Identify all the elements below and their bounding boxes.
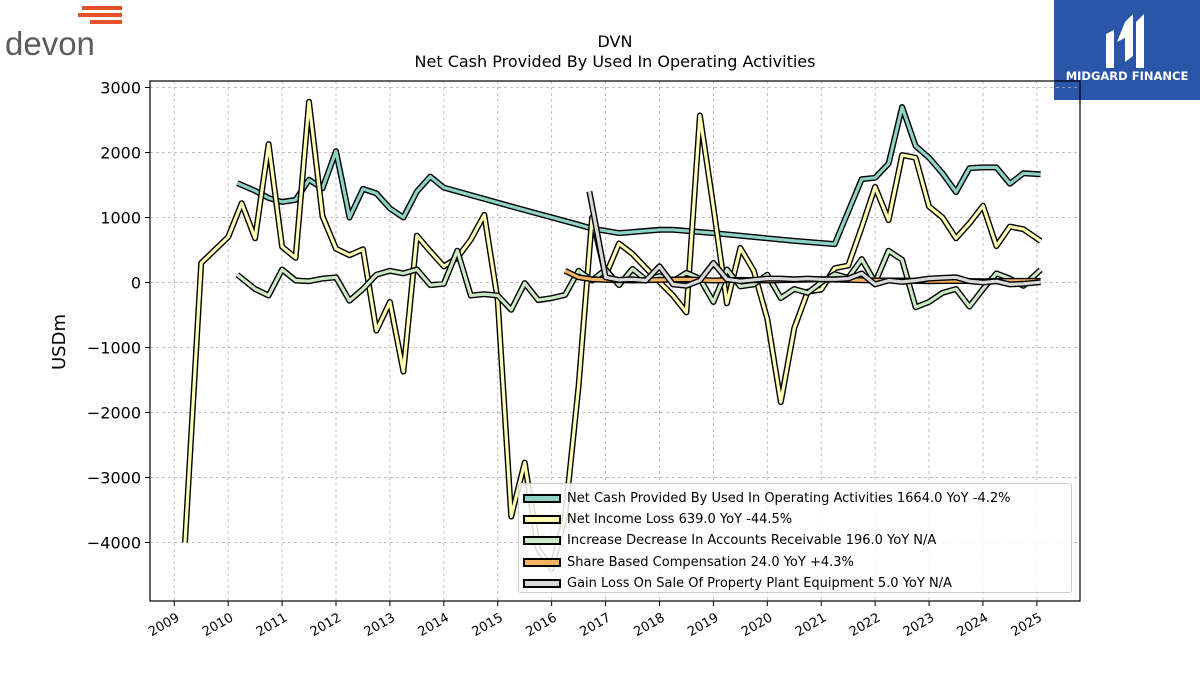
- x-tick-label: 2012: [308, 610, 344, 640]
- series-line: [236, 249, 1042, 312]
- y-tick-label: −4000: [87, 534, 141, 553]
- legend-swatch: [523, 557, 561, 567]
- series-line: [587, 191, 1041, 288]
- x-tick-label: 2020: [739, 610, 775, 640]
- series-gain-loss-on-sale-of-property-plant-equipment: [586, 190, 1041, 289]
- y-tick-label: −1000: [87, 339, 141, 358]
- legend-label: Increase Decrease In Accounts Receivable…: [567, 533, 937, 549]
- plot-frame: [149, 80, 1081, 602]
- legend-swatch: [523, 494, 561, 504]
- devon-logo: devon: [5, 6, 122, 62]
- legend: Net Cash Provided By Used In Operating A…: [518, 483, 1072, 593]
- legend-swatch: [523, 536, 561, 546]
- midgard-logo-text: MIDGARD FINANCE: [1066, 69, 1189, 83]
- series-net-cash-provided-by-used-in-operating-activities: [236, 104, 1041, 248]
- x-tick-label: 2015: [470, 610, 506, 640]
- legend-label: Net Cash Provided By Used In Operating A…: [567, 491, 1011, 507]
- legend-item: Share Based Compensation 24.0 YoY +4.3%: [523, 552, 1071, 573]
- x-tick-label: 2021: [793, 610, 829, 640]
- legend-item: Increase Decrease In Accounts Receivable…: [523, 530, 1071, 551]
- x-tick-label: 2014: [416, 610, 452, 640]
- y-tick-label: 3000: [100, 79, 141, 98]
- series-net-income-loss: [182, 98, 1043, 572]
- y-tick-label: −2000: [87, 404, 141, 423]
- x-tick-label: 2009: [146, 610, 182, 640]
- x-axis: 2009 2010 2011 2012 2013 2014 2015 2016 2017 2018…: [146, 601, 1045, 640]
- chart-title: DVN: [597, 32, 633, 51]
- series-lines: [182, 98, 1043, 572]
- midgard-finance-logo: MIDGARD FINANCE: [1054, 0, 1200, 100]
- series-line: [236, 105, 1041, 246]
- legend-label: Share Based Compensation 24.0 YoY +4.3%: [567, 554, 854, 570]
- legend-label: Gain Loss On Sale Of Property Plant Equi…: [567, 575, 952, 591]
- x-tick-label: 2024: [955, 610, 991, 640]
- y-tick-label: 1000: [100, 209, 141, 228]
- devon-logo-stripe: [82, 6, 122, 10]
- y-tick-label: −3000: [87, 469, 141, 488]
- legend-item: Net Income Loss 639.0 YoY -44.5%: [523, 509, 1071, 530]
- x-tick-label: 2013: [362, 610, 398, 640]
- x-tick-label: 2016: [523, 610, 559, 640]
- x-tick-label: 2025: [1009, 610, 1045, 640]
- legend-label: Net Income Loss 639.0 YoY -44.5%: [567, 512, 793, 528]
- devon-logo-stripe: [90, 20, 122, 24]
- midgard-emblem-icon: [1106, 14, 1144, 68]
- x-tick-label: 2011: [254, 610, 290, 640]
- legend-swatch: [523, 578, 561, 588]
- x-tick-label: 2022: [847, 610, 883, 640]
- x-tick-label: 2010: [200, 610, 236, 640]
- legend-item: Gain Loss On Sale Of Property Plant Equi…: [523, 573, 1071, 594]
- series-line-outline: [586, 190, 1041, 289]
- series-increase-decrease-in-accounts-receivable: [235, 247, 1043, 313]
- y-tick-label: 2000: [100, 144, 141, 163]
- x-tick-label: 2018: [631, 610, 667, 640]
- y-axis: 3000 2000 1000 0 −1000 −2000 −3000 −4000: [87, 79, 150, 553]
- chart-title-block: DVN Net Cash Provided By Used In Operati…: [0, 32, 1200, 72]
- devon-logo-text: devon: [5, 25, 95, 62]
- legend-swatch: [523, 515, 561, 525]
- chart-subtitle: Net Cash Provided By Used In Operating A…: [414, 52, 816, 71]
- x-tick-label: 2017: [577, 610, 613, 640]
- y-axis-label: USDm: [49, 314, 70, 370]
- x-tick-label: 2019: [685, 610, 721, 640]
- legend-item: Net Cash Provided By Used In Operating A…: [523, 488, 1071, 509]
- series-line: [183, 100, 1042, 571]
- devon-logo-stripe: [78, 13, 122, 17]
- x-tick-label: 2023: [901, 610, 937, 640]
- y-tick-label: 0: [131, 274, 141, 293]
